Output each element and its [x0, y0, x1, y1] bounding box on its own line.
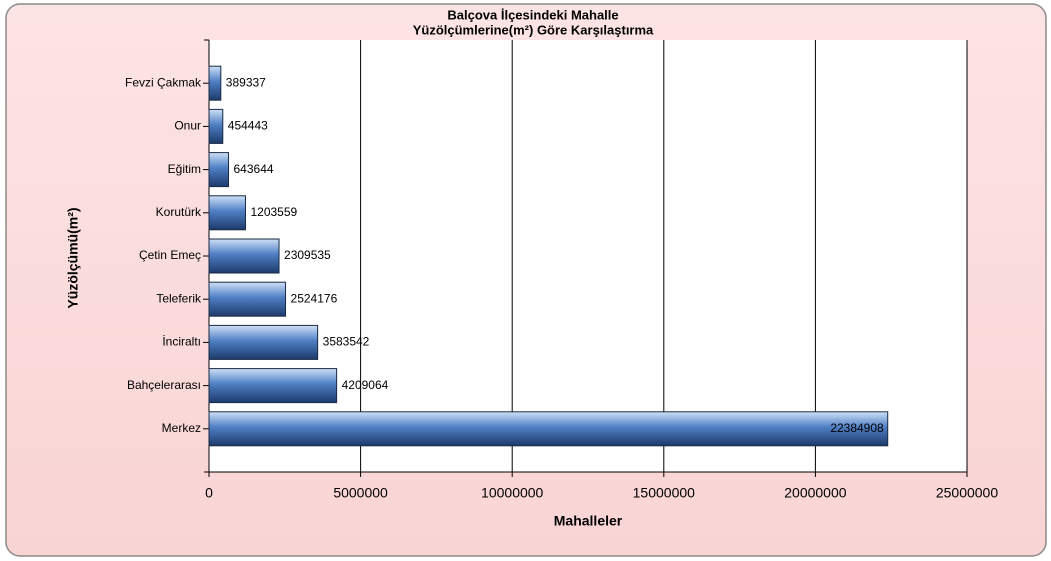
x-tick-label: 0 [205, 485, 213, 501]
x-tick-label: 5000000 [333, 485, 388, 501]
y-axis-label: Yüzölçümü(m²) [65, 207, 81, 308]
y-tick-label: İnciraltı [162, 335, 201, 349]
bar [208, 281, 287, 317]
bar [208, 195, 246, 231]
y-tick-label: Korutürk [156, 205, 202, 219]
chart-title: Balçova İlçesindeki Mahalle [447, 7, 618, 22]
data-label: 1203559 [250, 205, 297, 219]
x-tick-label: 15000000 [633, 485, 696, 501]
y-tick-label: Merkez [162, 421, 201, 435]
data-label: 454443 [228, 119, 268, 133]
bar [208, 108, 224, 144]
data-label: 22384908 [830, 421, 884, 435]
y-tick-label: Fevzi Çakmak [125, 75, 202, 89]
bar [208, 324, 319, 360]
x-tick-label: 20000000 [784, 485, 847, 501]
data-label: 2524176 [291, 291, 338, 305]
data-label: 3583542 [323, 335, 370, 349]
data-label: 389337 [226, 75, 266, 89]
x-axis-label: Mahalleler [554, 513, 623, 529]
chart-title: Yüzölçümlerine(m²) Göre Karşılaştırma [413, 22, 654, 37]
x-tick-label: 25000000 [936, 485, 999, 501]
data-label: 4209064 [342, 378, 389, 392]
bar [208, 411, 889, 447]
bar [208, 368, 338, 404]
data-label: 643644 [234, 162, 274, 176]
y-tick-label: Eğitim [168, 162, 201, 176]
bar [208, 65, 222, 101]
y-tick-label: Onur [174, 119, 201, 133]
y-tick-label: Teleferik [156, 291, 202, 305]
bar [208, 152, 230, 188]
y-tick-label: Bahçelerarası [127, 378, 201, 392]
data-label: 2309535 [284, 248, 331, 262]
x-tick-label: 10000000 [481, 485, 544, 501]
bar [208, 238, 280, 274]
y-tick-label: Çetin Emeç [139, 248, 201, 262]
